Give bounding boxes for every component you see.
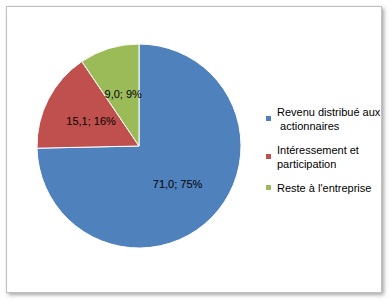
svg-text:9,0; 9%: 9,0; 9%: [105, 88, 143, 100]
svg-text:participation: participation: [277, 158, 336, 170]
svg-text:71,0; 75%: 71,0; 75%: [153, 178, 203, 190]
svg-text:actionnaires: actionnaires: [277, 120, 340, 132]
svg-text:Revenu distribué aux: Revenu distribué aux: [277, 106, 381, 118]
svg-text:15,1; 16%: 15,1; 16%: [66, 115, 116, 127]
svg-text:Intéressement et: Intéressement et: [277, 144, 362, 156]
svg-text:Reste à l'entreprise: Reste à l'entreprise: [277, 182, 371, 194]
